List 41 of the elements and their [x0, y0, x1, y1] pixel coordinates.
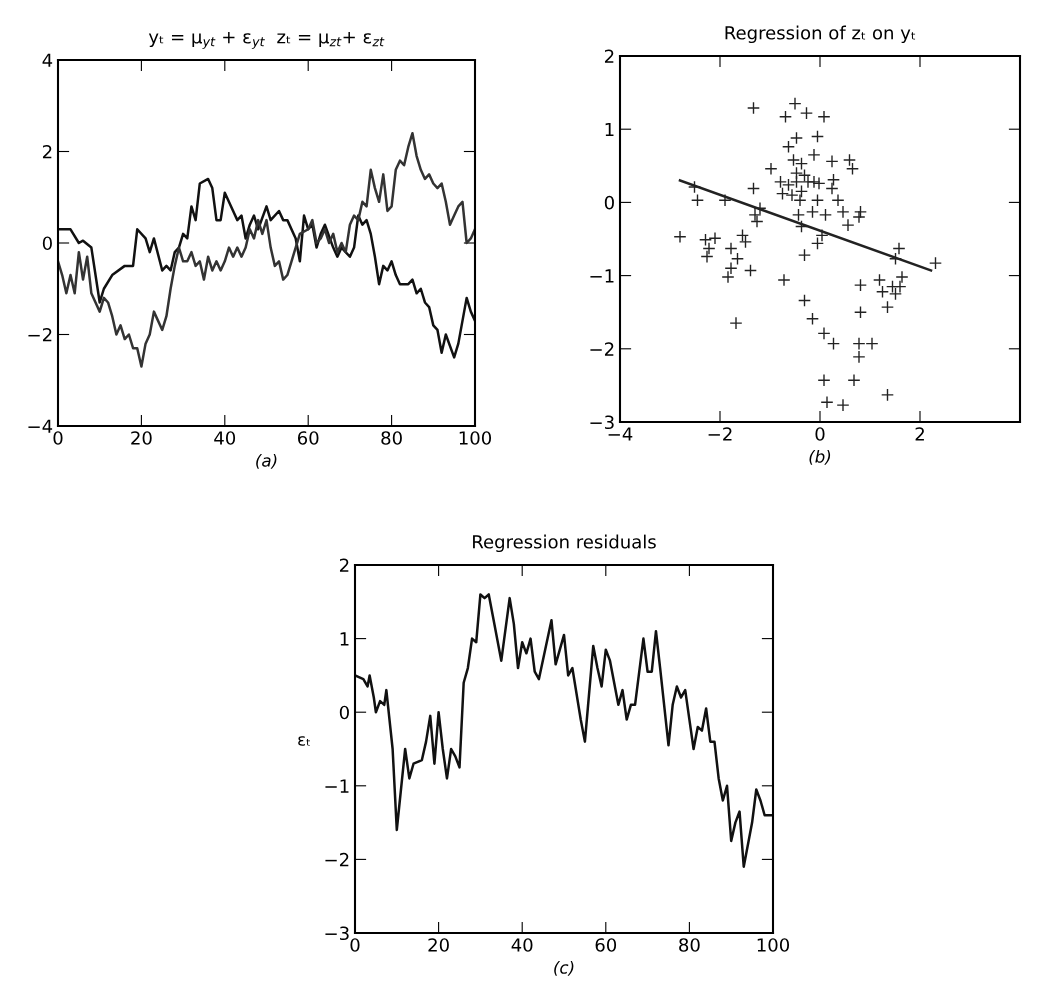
y-tick-label: 1 [340, 632, 349, 646]
line-series [58, 131, 475, 368]
line-series [355, 593, 773, 869]
y-tick-label: −3 [590, 415, 614, 430]
x-tick-label: 80 [381, 431, 402, 445]
x-axis-title: (c) [554, 960, 574, 976]
x-tick-label: 2 [915, 427, 924, 441]
x-tick-label: 20 [428, 938, 449, 952]
y-tick-label: 2 [604, 49, 614, 63]
y-tick-label: 2 [42, 144, 52, 159]
x-axis-title: (a) [256, 453, 277, 469]
x-axis-title: (b) [809, 449, 831, 465]
y-tick-label: −1 [325, 779, 349, 793]
x-tick-label: 100 [757, 938, 790, 952]
x-tick-label: 100 [459, 431, 492, 445]
x-tick-label: 0 [815, 427, 825, 441]
chart-title: Regression residuals [473, 534, 656, 553]
y-tick-label: −3 [325, 926, 349, 941]
x-tick-label: 0 [53, 431, 63, 445]
y-tick-label: 0 [339, 705, 349, 720]
y-tick-label: −2 [590, 342, 614, 356]
y-tick-label: 2 [339, 558, 349, 572]
y-tick-label: −1 [590, 269, 614, 283]
chart-title: Regression of zₜ on yₜ [725, 25, 916, 44]
x-tick-label: 40 [214, 431, 236, 445]
x-tick-label: 60 [297, 431, 319, 445]
x-tick-label: 0 [350, 938, 360, 952]
chart-title: yₜ = μ$_{yt}$ + ε$_{yt}$ zₜ = μ$_{zt}$+ ε$_{zt}$ [148, 31, 385, 49]
x-tick-label: −2 [708, 427, 732, 441]
x-tick-label: 60 [595, 938, 617, 952]
y-tick-label: 4 [42, 53, 53, 67]
y-tick-label: −2 [28, 327, 52, 342]
y-tick-label: 0 [42, 236, 52, 251]
x-tick-label: 80 [679, 938, 700, 952]
line-series [58, 177, 475, 359]
x-tick-label: 20 [131, 431, 152, 445]
y-axis-title: εₜ [298, 736, 310, 746]
y-tick-label: 0 [604, 195, 614, 210]
y-tick-label: 1 [605, 122, 614, 137]
y-tick-label: −2 [325, 852, 349, 867]
x-tick-label: 40 [511, 938, 533, 952]
